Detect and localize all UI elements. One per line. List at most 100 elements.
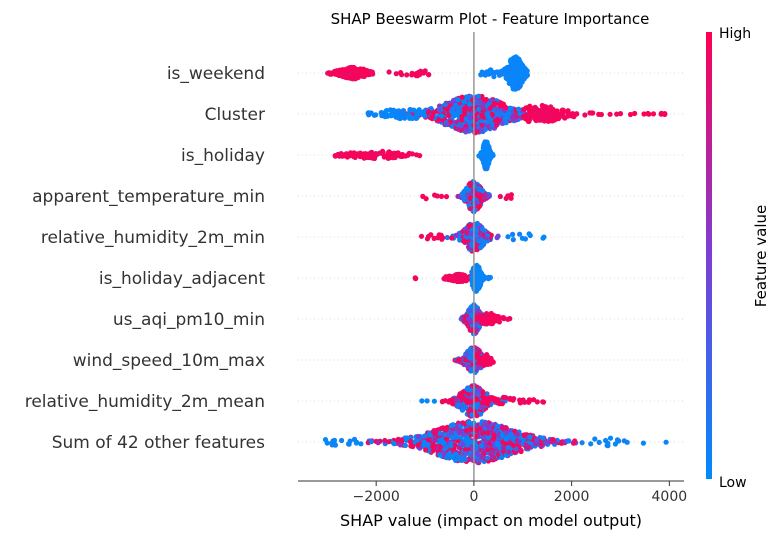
shap-point xyxy=(472,207,478,213)
shap-point xyxy=(524,68,530,74)
shap-point xyxy=(438,193,445,199)
feature-label: Sum of 42 other features xyxy=(52,433,265,453)
shap-point xyxy=(478,72,484,78)
shap-point xyxy=(507,105,513,111)
shap-point xyxy=(607,111,613,117)
shap-point xyxy=(540,399,546,405)
shap-point xyxy=(486,193,492,199)
shap-point xyxy=(483,96,489,103)
shap-point xyxy=(526,231,532,237)
shap-point xyxy=(474,346,480,352)
shap-point xyxy=(495,317,502,323)
shap-point xyxy=(389,112,395,118)
shap-point xyxy=(487,69,494,75)
shap-point xyxy=(479,454,485,460)
x-axis-label: SHAP value (impact on model output) xyxy=(340,511,642,530)
shap-point xyxy=(466,101,472,107)
shap-point xyxy=(475,457,481,463)
shap-point xyxy=(476,425,483,432)
shap-point xyxy=(582,112,588,118)
shap-point xyxy=(548,104,554,110)
shap-point xyxy=(521,432,527,438)
shap-point xyxy=(546,110,552,116)
shap-point xyxy=(540,235,546,241)
feature-row-points xyxy=(452,345,496,375)
shap-point xyxy=(492,70,498,76)
shap-point xyxy=(423,196,429,202)
shap-point xyxy=(409,115,415,121)
feature-row-points xyxy=(365,93,668,136)
shap-point xyxy=(543,440,549,446)
shap-point xyxy=(484,401,490,407)
shap-point xyxy=(560,107,566,113)
shap-point xyxy=(409,151,415,157)
shap-point xyxy=(415,433,421,440)
shap-point xyxy=(402,112,408,118)
shap-point xyxy=(579,440,585,446)
feature-row-points xyxy=(420,179,514,215)
shap-point xyxy=(467,355,473,361)
shap-point xyxy=(474,220,480,227)
shap-point xyxy=(408,443,414,449)
shap-point xyxy=(485,119,491,125)
shap-point xyxy=(454,397,460,403)
shap-point xyxy=(459,117,465,123)
shap-point xyxy=(461,99,468,105)
shap-point xyxy=(475,452,481,458)
shap-point xyxy=(456,357,462,363)
shap-point xyxy=(431,398,437,404)
shap-point xyxy=(499,454,505,461)
shap-point xyxy=(522,115,528,122)
shap-point xyxy=(482,163,488,169)
shap-point xyxy=(488,313,494,319)
shap-point xyxy=(516,106,522,112)
shap-point xyxy=(464,439,470,445)
shap-point xyxy=(503,72,509,78)
shap-point xyxy=(335,151,341,157)
shap-point xyxy=(506,449,512,455)
shap-point xyxy=(369,155,375,161)
shap-point xyxy=(422,433,428,439)
shap-point xyxy=(352,154,358,160)
shap-point xyxy=(443,274,449,280)
shap-point xyxy=(474,273,480,279)
shap-point xyxy=(614,111,620,117)
shap-point xyxy=(468,346,474,352)
shap-point xyxy=(503,104,509,110)
shap-point xyxy=(496,401,502,407)
feature-label: wind_speed_10m_max xyxy=(73,351,265,371)
shap-point xyxy=(503,436,509,442)
shap-point xyxy=(507,395,513,401)
shap-point xyxy=(538,107,545,113)
shap-point xyxy=(395,112,401,118)
shap-point xyxy=(521,65,527,71)
shap-point xyxy=(448,429,454,435)
shap-point xyxy=(484,352,490,358)
shap-point xyxy=(490,122,496,128)
shap-point xyxy=(439,398,446,404)
shap-point xyxy=(467,114,473,121)
shap-point xyxy=(617,111,624,117)
shap-point xyxy=(442,446,448,452)
shap-point xyxy=(418,233,425,239)
shap-point xyxy=(341,67,347,73)
shap-point xyxy=(519,235,526,241)
shap-point xyxy=(387,107,393,113)
shap-point xyxy=(517,231,523,237)
shap-point xyxy=(495,110,501,117)
shap-point xyxy=(503,395,509,401)
shap-point xyxy=(492,100,498,106)
shap-point xyxy=(466,316,472,322)
shap-point xyxy=(596,439,602,445)
shap-point xyxy=(430,447,436,454)
shap-point xyxy=(462,457,468,463)
shap-point xyxy=(554,108,560,114)
shap-point xyxy=(662,111,668,117)
feature-row-points xyxy=(325,54,531,92)
shap-point xyxy=(487,361,493,367)
shap-point xyxy=(522,399,528,405)
shap-point xyxy=(459,113,465,119)
shap-point xyxy=(482,159,488,165)
shap-point xyxy=(453,102,459,108)
shap-point xyxy=(455,278,461,284)
